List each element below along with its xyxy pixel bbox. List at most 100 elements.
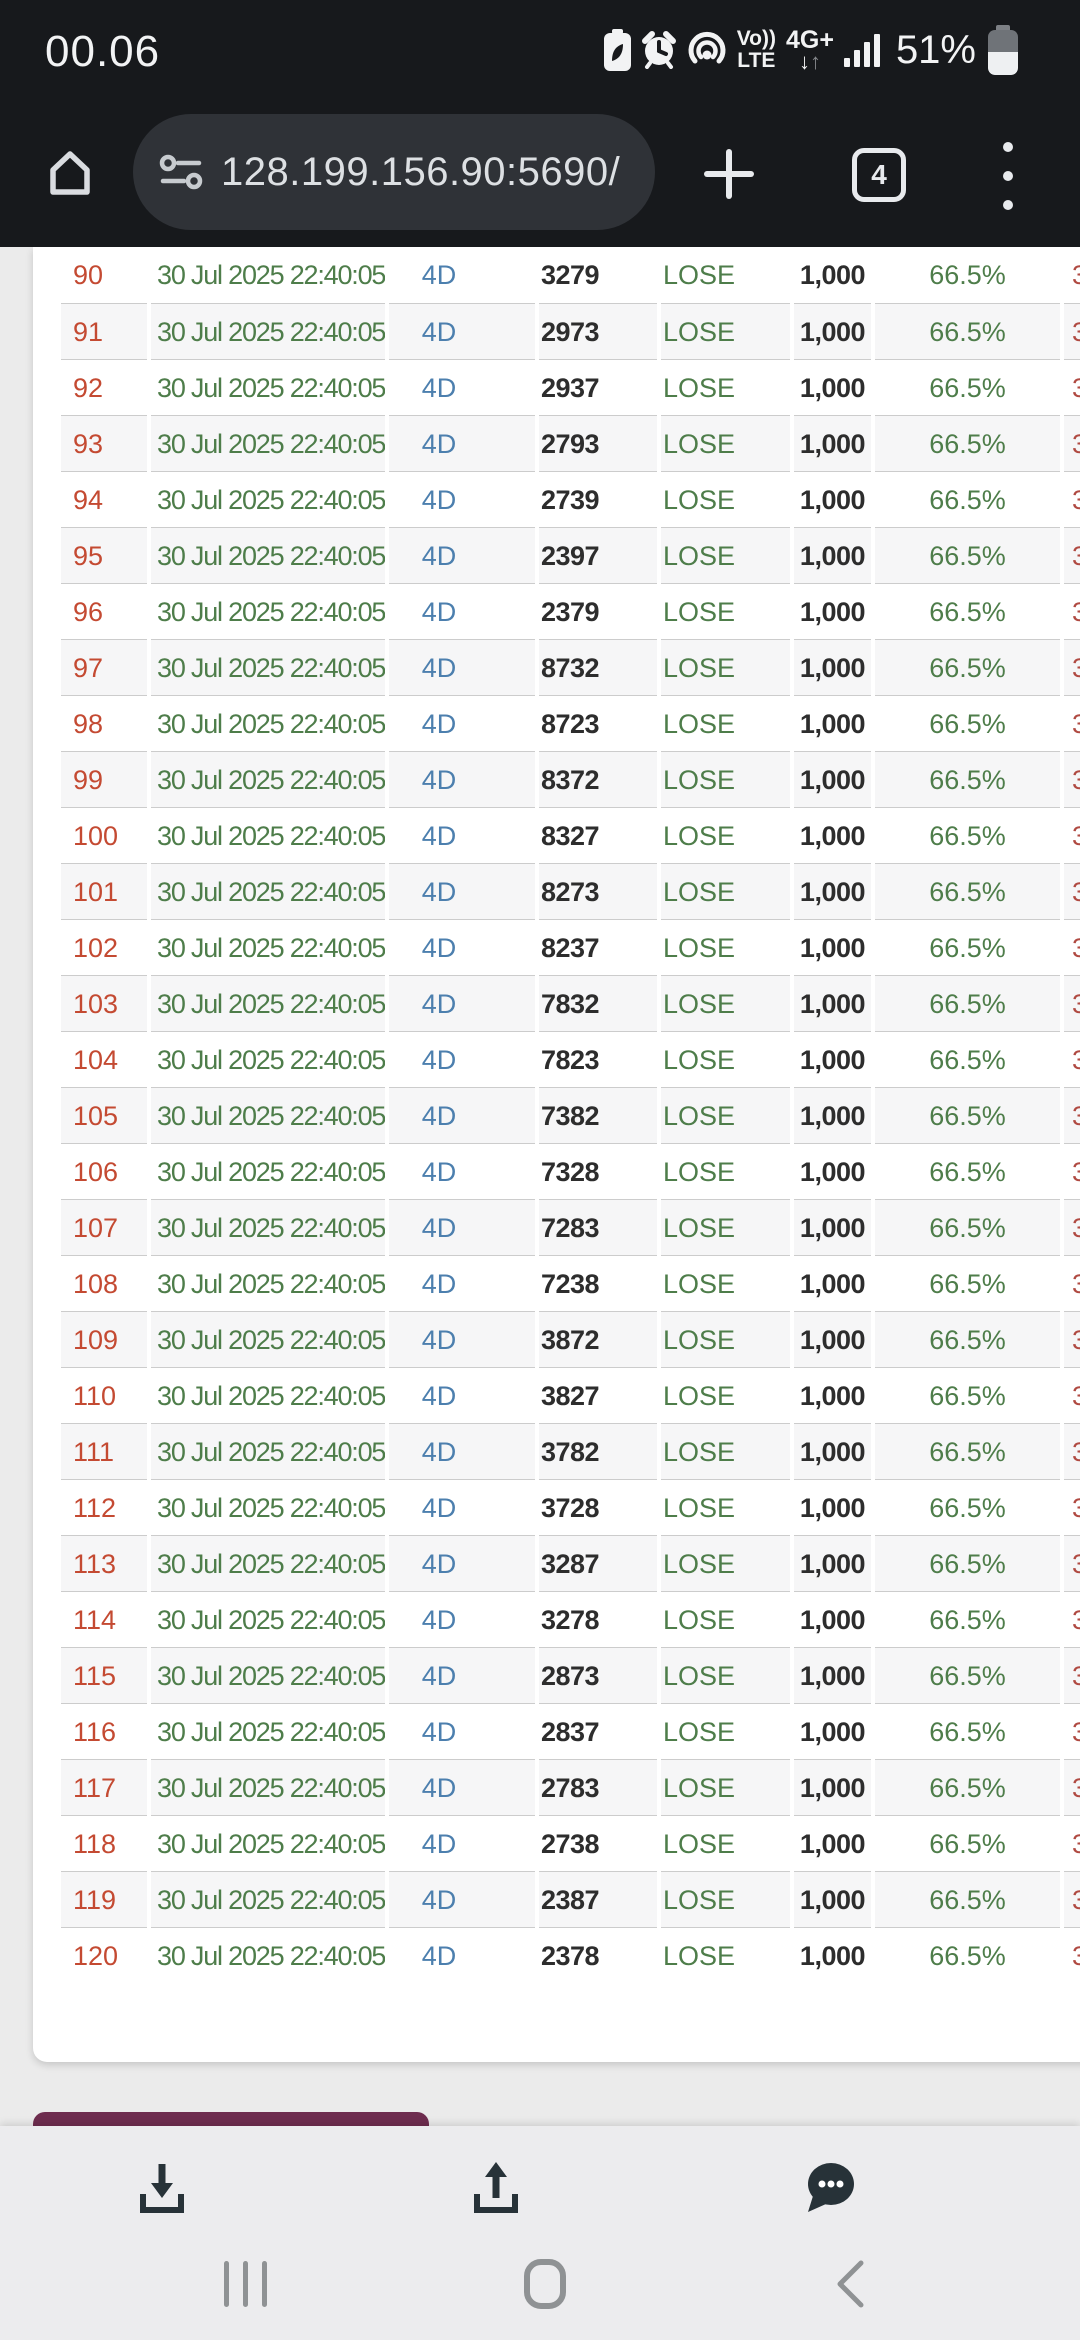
game-cell: 4D: [389, 751, 535, 807]
bet-amount-cell: 1,000: [794, 359, 871, 415]
bet-amount-cell: 1,000: [794, 751, 871, 807]
tab-count: 4: [871, 159, 887, 190]
status-bar: 00.06: [0, 0, 1080, 100]
menu-kebab-button[interactable]: [1002, 142, 1014, 210]
bet-number-cell: 8372: [539, 751, 657, 807]
datetime-cell: 30 Jul 2025 22:40:05: [157, 260, 385, 290]
bet-amount-cell: 1,000: [794, 1815, 871, 1871]
site-settings-icon[interactable]: [157, 148, 205, 196]
datetime-cell: 30 Jul 2025 22:40:05: [151, 1311, 385, 1367]
table-row: 107 30 Jul 2025 22:40:05 4D 7283 LOSE 1,000 66…: [33, 1199, 1080, 1255]
row-number-cell: 113: [61, 1535, 147, 1591]
table-row: 112 30 Jul 2025 22:40:05 4D 3728 LOSE 1,000 66…: [33, 1479, 1080, 1535]
bet-amount-cell: 1,000: [794, 1143, 871, 1199]
datetime-cell: 30 Jul 2025 22:40:05: [151, 1143, 385, 1199]
table-row: 119 30 Jul 2025 22:40:05 4D 2387 LOSE 1,000 66…: [33, 1871, 1080, 1927]
result-cell: LOSE: [661, 1815, 790, 1871]
row-number-cell: 101: [61, 863, 147, 919]
game-cell: 4D: [389, 583, 535, 639]
bet-amount-cell: 1,000: [794, 1759, 871, 1815]
table-row: 94 30 Jul 2025 22:40:05 4D 2739 LOSE 1,000 66.…: [33, 471, 1080, 527]
results-table: 90 30 Jul 2025 22:40:05 4D 3279 LOSE 1,000 66.…: [33, 247, 1080, 1983]
bet-amount-cell: 1,000: [794, 863, 871, 919]
datetime-cell: 30 Jul 2025 22:40:05: [151, 1031, 385, 1087]
row-number-cell: 119: [61, 1871, 147, 1927]
network-4g-badge: 4G+ ↓↑: [785, 26, 834, 74]
game-cell: 4D: [389, 471, 535, 527]
row-number-cell: 93: [61, 415, 147, 471]
bottom-bar: [0, 2126, 1080, 2340]
row-number-cell: 102: [61, 919, 147, 975]
game-cell: 4D: [389, 1031, 535, 1087]
clipped-cell: 3: [1064, 1367, 1080, 1423]
download-button[interactable]: [102, 2144, 222, 2234]
bet-number-cell: 2739: [539, 471, 657, 527]
datetime-cell: 30 Jul 2025 22:40:05: [151, 527, 385, 583]
clipped-cell: 3: [1064, 1199, 1080, 1255]
bet-number-cell: 7283: [539, 1199, 657, 1255]
table-row: 97 30 Jul 2025 22:40:05 4D 8732 LOSE 1,000 66.…: [33, 639, 1080, 695]
table-row: 108 30 Jul 2025 22:40:05 4D 7238 LOSE 1,000 66…: [33, 1255, 1080, 1311]
clipped-cell: 3: [1064, 359, 1080, 415]
home-nav-button[interactable]: [485, 2244, 605, 2324]
table-row: 99 30 Jul 2025 22:40:05 4D 8372 LOSE 1,000 66.…: [33, 751, 1080, 807]
row-number-cell: 108: [61, 1255, 147, 1311]
result-cell: LOSE: [661, 1759, 790, 1815]
datetime-cell: 30 Jul 2025 22:40:05: [151, 639, 385, 695]
game-cell: 4D: [389, 527, 535, 583]
result-cell: LOSE: [661, 1087, 790, 1143]
percent-cell: 66.5%: [875, 527, 1060, 583]
clipped-cell: 3: [1064, 583, 1080, 639]
bet-number-cell: 2378: [539, 1927, 657, 1983]
back-button[interactable]: [790, 2244, 910, 2324]
clipped-cell: 3: [1064, 471, 1080, 527]
partial-bottom-button[interactable]: [33, 2112, 429, 2126]
bet-number-cell: 3782: [539, 1423, 657, 1479]
datetime-cell: 30 Jul 2025 22:40:05: [151, 863, 385, 919]
row-number-cell: 107: [61, 1199, 147, 1255]
bet-amount-cell: 1,000: [794, 695, 871, 751]
chat-button[interactable]: [770, 2144, 890, 2234]
result-cell: LOSE: [661, 1255, 790, 1311]
clipped-cell: 3: [1064, 1087, 1080, 1143]
result-cell: LOSE: [661, 1871, 790, 1927]
table-row: 115 30 Jul 2025 22:40:05 4D 2873 LOSE 1,000 66…: [33, 1647, 1080, 1703]
row-number-cell: 98: [61, 695, 147, 751]
share-button[interactable]: [436, 2144, 556, 2234]
game-cell: 4D: [389, 1199, 535, 1255]
datetime-cell: 30 Jul 2025 22:40:05: [151, 303, 385, 359]
table-row: 96 30 Jul 2025 22:40:05 4D 2379 LOSE 1,000 66.…: [33, 583, 1080, 639]
bet-amount-cell: 1,000: [794, 975, 871, 1031]
new-tab-button[interactable]: [700, 144, 760, 204]
game-cell: 4D: [389, 1535, 535, 1591]
table-row: 117 30 Jul 2025 22:40:05 4D 2783 LOSE 1,000 66…: [33, 1759, 1080, 1815]
bet-number-cell: 3279: [541, 260, 600, 290]
table-row: 91 30 Jul 2025 22:40:05 4D 2973 LOSE 1,000 66.…: [33, 303, 1080, 359]
table-row: 118 30 Jul 2025 22:40:05 4D 2738 LOSE 1,000 66…: [33, 1815, 1080, 1871]
recents-button[interactable]: [185, 2244, 305, 2324]
bet-amount-cell: 1,000: [794, 639, 871, 695]
row-number-cell: 114: [61, 1591, 147, 1647]
bet-amount-cell: 1,000: [794, 1311, 871, 1367]
home-button[interactable]: [36, 130, 104, 216]
game-cell: 4D: [389, 863, 535, 919]
row-number-cell: 91: [61, 303, 147, 359]
game-cell: 4D: [389, 1255, 535, 1311]
datetime-cell: 30 Jul 2025 22:40:05: [151, 1255, 385, 1311]
browser-toolbar: 128.199.156.90:5690/ 4: [0, 100, 1080, 247]
bet-amount-cell: 1,000: [794, 1367, 871, 1423]
game-cell: 4D: [389, 1871, 535, 1927]
clipped-cell: 3: [1064, 695, 1080, 751]
result-cell: LOSE: [661, 471, 790, 527]
tab-switcher-button[interactable]: 4: [852, 148, 906, 202]
result-cell: LOSE: [661, 527, 790, 583]
row-number-cell: 117: [61, 1759, 147, 1815]
table-row: 100 30 Jul 2025 22:40:05 4D 8327 LOSE 1,000 66…: [33, 807, 1080, 863]
result-cell: LOSE: [661, 1647, 790, 1703]
result-cell: LOSE: [663, 260, 736, 290]
result-cell: LOSE: [661, 1423, 790, 1479]
table-row: 110 30 Jul 2025 22:40:05 4D 3827 LOSE 1,000 66…: [33, 1367, 1080, 1423]
datetime-cell: 30 Jul 2025 22:40:05: [151, 1087, 385, 1143]
address-bar[interactable]: 128.199.156.90:5690/: [133, 114, 655, 230]
datetime-cell: 30 Jul 2025 22:40:05: [151, 1647, 385, 1703]
